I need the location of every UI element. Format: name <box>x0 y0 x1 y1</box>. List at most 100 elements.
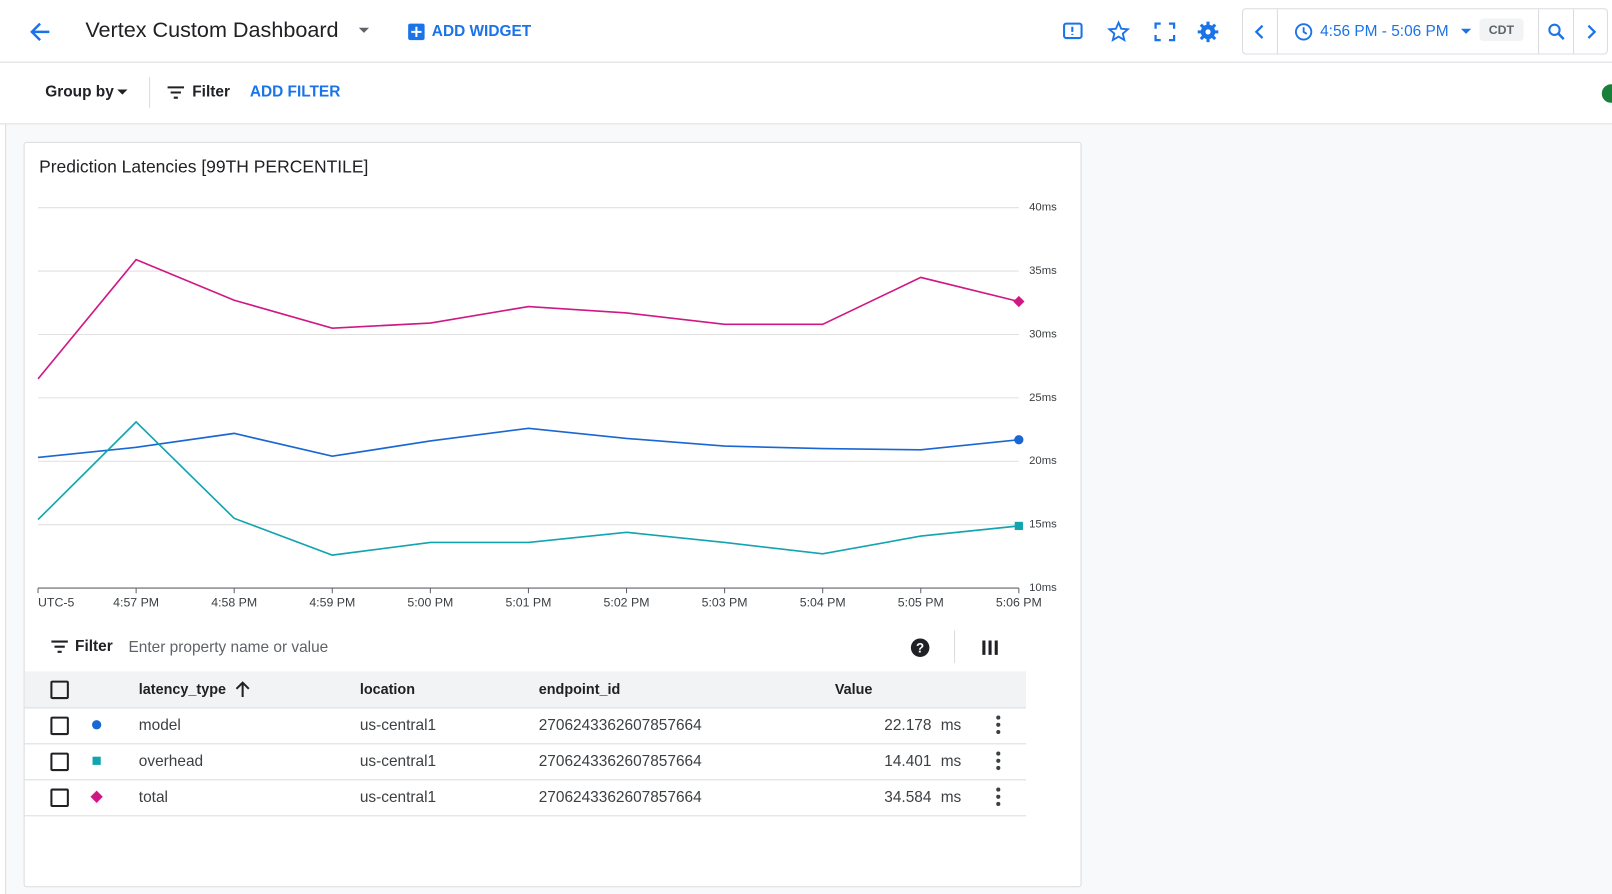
chart-title: Prediction Latencies [99TH PERCENTILE] <box>39 157 369 177</box>
cell: us-central1 <box>359 716 437 735</box>
y-tick-label: 20ms <box>1029 455 1057 467</box>
toolbar-icons <box>1063 20 1219 43</box>
x-tick-label: 5:00 PM <box>407 596 453 610</box>
settings-icon[interactable] <box>1197 21 1219 43</box>
columns-icon[interactable] <box>982 639 998 655</box>
series-marker <box>90 790 103 803</box>
filter-input[interactable]: Enter property name or value <box>128 638 329 656</box>
series-line <box>37 420 1019 556</box>
column-header[interactable]: Value <box>834 680 873 698</box>
next-button[interactable] <box>1585 24 1597 40</box>
column-header[interactable]: location <box>359 680 416 698</box>
clock-icon <box>1294 23 1313 41</box>
series-marker <box>92 756 101 765</box>
time-range[interactable]: 4:56 PM - 5:06 PM <box>1320 22 1449 41</box>
cell: overhead <box>138 752 204 771</box>
dropdown-icon[interactable] <box>1460 28 1472 36</box>
end-marker <box>1014 435 1024 445</box>
checkbox[interactable] <box>50 716 69 736</box>
x-tick-label: 4:57 PM <box>113 596 159 610</box>
table-header: latency_type location endpoint_id Value <box>24 671 1027 709</box>
row-menu[interactable] <box>995 715 1001 736</box>
cell: 2706243362607857664 <box>538 716 702 735</box>
group-by-button[interactable]: Group by <box>45 83 114 101</box>
back-button[interactable] <box>27 19 54 46</box>
marker-shape <box>92 756 101 765</box>
cell: model <box>138 716 181 735</box>
dashboard-title[interactable]: Vertex Custom Dashboard <box>85 18 339 43</box>
dropdown-icon[interactable] <box>116 88 128 96</box>
divider <box>954 630 956 664</box>
help-icon[interactable]: ? <box>910 637 931 658</box>
checkbox[interactable] <box>50 680 69 700</box>
star-icon[interactable] <box>1107 20 1131 43</box>
y-tick-label: 30ms <box>1029 328 1057 340</box>
time-picker: 4:56 PM - 5:06 PM CDT <box>1241 8 1608 55</box>
cell: 14.401 <box>884 752 932 771</box>
divider <box>1572 9 1575 54</box>
x-tick-label: 5:02 PM <box>604 596 650 610</box>
row-menu[interactable] <box>995 751 1001 772</box>
row-menu[interactable] <box>995 786 1001 807</box>
divider <box>1538 9 1540 54</box>
cell: ms <box>940 752 962 771</box>
timezone-chip[interactable]: CDT <box>1479 18 1524 42</box>
column-header[interactable]: endpoint_id <box>538 680 621 698</box>
x-tick-label: 4:58 PM <box>211 596 257 610</box>
y-tick-label: 40ms <box>1029 202 1057 214</box>
cell: 2706243362607857664 <box>538 752 702 771</box>
filter-icon <box>167 86 185 99</box>
divider <box>149 77 151 108</box>
prev-button[interactable] <box>1253 24 1265 40</box>
x-tick-label: 5:01 PM <box>505 596 551 610</box>
x-tick-label: 5:06 PM <box>996 596 1042 610</box>
filter-label: Filter <box>192 83 230 101</box>
divider <box>1276 9 1278 54</box>
x-tick-label: 5:03 PM <box>702 596 748 610</box>
dropdown-icon[interactable] <box>358 27 370 35</box>
add-widget-button[interactable]: ADD WIDGET <box>431 22 532 41</box>
zoom-button[interactable] <box>1547 23 1566 42</box>
cell: us-central1 <box>359 752 437 771</box>
feedback-icon[interactable] <box>1063 22 1083 40</box>
top-bar: Vertex Custom Dashboard ADD WIDGET 4:56 … <box>0 0 1612 63</box>
chart: 10ms 15ms 20ms 25ms 30ms 35ms 40ms UTC-5 4:57 PM… <box>37 202 1057 610</box>
x-tick-label: 5:05 PM <box>898 596 944 610</box>
checkbox[interactable] <box>50 752 69 772</box>
x-tick-label: 5:04 PM <box>800 596 846 610</box>
cell: 2706243362607857664 <box>538 788 702 807</box>
add-filter-button[interactable]: ADD FILTER <box>249 83 341 101</box>
cell: us-central1 <box>359 788 437 807</box>
series-marker <box>92 720 102 730</box>
marker-shape <box>92 720 102 730</box>
series-line <box>37 258 1020 380</box>
table-row[interactable]: model us-central1 2706243362607857664 22.17… <box>24 707 1027 745</box>
checkbox[interactable] <box>50 788 69 808</box>
sort-arrow <box>235 681 250 698</box>
cell: 34.584 <box>884 788 932 807</box>
cell: 22.178 <box>884 716 932 735</box>
table-row[interactable]: overhead us-central1 2706243362607857664 14… <box>24 743 1027 781</box>
fullscreen-icon[interactable] <box>1154 22 1176 42</box>
cell: ms <box>940 788 962 807</box>
status-icon <box>1601 84 1612 103</box>
table-row[interactable]: total us-central1 2706243362607857664 34.58… <box>24 779 1027 817</box>
filter-icon <box>51 640 68 653</box>
x-tick-label: 4:59 PM <box>309 596 355 610</box>
y-tick-label: 35ms <box>1029 265 1057 277</box>
svg-text:?: ? <box>916 640 924 655</box>
end-marker <box>1013 295 1025 308</box>
chart-card: Prediction Latencies [99TH PERCENTILE] 1… <box>23 141 1082 888</box>
timezone-label: UTC-5 <box>38 596 74 610</box>
cell: total <box>138 788 168 807</box>
filter-bar: Group by Filter ADD FILTER <box>0 63 1612 125</box>
y-tick-label: 25ms <box>1029 392 1057 404</box>
end-marker <box>1014 521 1023 531</box>
marker-shape <box>90 790 103 803</box>
series-line <box>37 427 1019 459</box>
add-icon[interactable] <box>407 23 426 42</box>
column-header[interactable]: latency_type <box>138 680 227 698</box>
y-tick-label: 15ms <box>1029 519 1057 531</box>
